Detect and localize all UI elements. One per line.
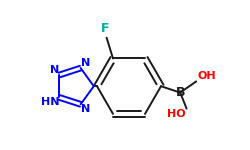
Text: N: N — [81, 104, 90, 114]
Text: OH: OH — [197, 71, 216, 81]
Text: HO: HO — [167, 109, 186, 119]
Text: N: N — [81, 58, 90, 68]
Text: B: B — [176, 86, 185, 99]
Text: HN: HN — [41, 97, 59, 107]
Text: F: F — [101, 22, 109, 35]
Text: N: N — [50, 65, 59, 75]
